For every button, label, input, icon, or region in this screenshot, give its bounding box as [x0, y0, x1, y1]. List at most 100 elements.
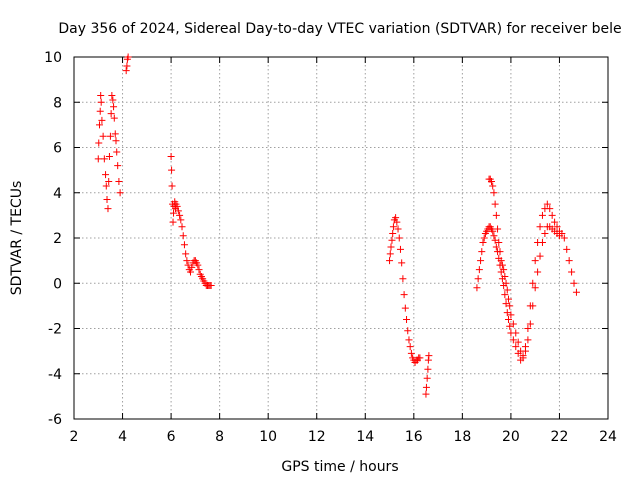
data-point [168, 166, 176, 174]
data-point [422, 383, 430, 391]
data-point [177, 216, 185, 224]
data-point [396, 245, 404, 253]
data-point [393, 218, 401, 226]
data-point [568, 268, 576, 276]
data-point [536, 223, 544, 231]
data-point [570, 279, 578, 287]
y-tick-label: -6 [48, 412, 62, 428]
data-point [494, 225, 502, 233]
data-point [473, 284, 481, 292]
data-point [521, 347, 529, 355]
data-point [509, 336, 517, 344]
data-point [174, 207, 182, 215]
data-point [386, 257, 394, 265]
data-point [480, 234, 488, 242]
data-point [167, 153, 175, 161]
data-point [563, 245, 571, 253]
data-point [503, 286, 511, 294]
data-point [500, 266, 508, 274]
data-point [108, 91, 116, 99]
data-point [490, 189, 498, 197]
data-point [424, 365, 432, 373]
data-point [487, 177, 495, 185]
data-point [524, 336, 532, 344]
data-point [103, 196, 111, 204]
data-point [106, 132, 114, 140]
data-point [97, 91, 105, 99]
data-point [168, 182, 176, 190]
axis-ticks [73, 56, 609, 420]
y-tick-label: -4 [48, 367, 62, 383]
data-point [551, 218, 559, 226]
y-tick-label: 2 [53, 231, 62, 247]
data-point [394, 225, 402, 233]
data-point [423, 374, 431, 382]
data-point [507, 311, 515, 319]
data-point [502, 300, 510, 308]
data-point [112, 137, 120, 145]
data-point [105, 153, 113, 161]
data-point [489, 182, 497, 190]
data-point [543, 200, 551, 208]
y-tick-label: 6 [53, 141, 62, 157]
data-point [531, 257, 539, 265]
series-segment-2 [167, 153, 215, 290]
x-tick-labels: 2 4 6 8 10 12 14 16 18 20 22 24 [70, 429, 617, 445]
data-point [479, 239, 487, 247]
data-point [534, 268, 542, 276]
data-point [541, 229, 549, 237]
data-point [110, 103, 118, 111]
data-point [509, 320, 517, 328]
data-point [387, 243, 395, 251]
y-tick-label: 4 [53, 186, 62, 202]
data-point [506, 322, 514, 330]
data-point [399, 275, 407, 283]
data-point [389, 223, 397, 231]
data-point [538, 211, 546, 219]
data-point [109, 96, 117, 104]
data-point [116, 189, 124, 197]
grid-lines [74, 57, 608, 419]
data-point [491, 200, 499, 208]
series-segment-4 [473, 200, 580, 364]
data-point [504, 315, 512, 323]
data-point [389, 229, 397, 237]
data-point [102, 171, 110, 179]
data-point [565, 257, 573, 265]
data-point [491, 236, 499, 244]
data-point [404, 327, 412, 335]
data-point [560, 234, 568, 242]
x-tick-label: 20 [502, 429, 520, 445]
data-point [98, 116, 106, 124]
y-axis-label: SDTVAR / TECUs [9, 181, 25, 296]
data-point [97, 98, 105, 106]
data-point [538, 239, 546, 247]
data-point [477, 257, 485, 265]
series-segment-5 [485, 175, 563, 362]
data-point [536, 252, 544, 260]
x-tick-label: 2 [70, 429, 79, 445]
data-point [102, 182, 110, 190]
data-point [388, 236, 396, 244]
data-point [406, 343, 414, 351]
data-point [422, 390, 430, 398]
data-point [503, 309, 511, 317]
y-tick-labels: -6 -4 -2 0 2 4 6 8 10 [44, 50, 62, 428]
x-tick-label: 24 [599, 429, 617, 445]
x-tick-label: 22 [551, 429, 569, 445]
x-tick-label: 16 [405, 429, 423, 445]
data-point [195, 266, 203, 274]
data-point [548, 211, 556, 219]
data-point [496, 248, 504, 256]
data-point [105, 177, 113, 185]
data-point [115, 177, 123, 185]
data-point [546, 205, 554, 213]
data-point [183, 257, 191, 265]
data-point [169, 218, 177, 226]
y-tick-label: 10 [44, 50, 62, 66]
y-tick-label: -2 [48, 322, 62, 338]
data-point [405, 336, 413, 344]
data-point [401, 304, 409, 312]
x-tick-label: 12 [308, 429, 326, 445]
y-tick-label: 0 [53, 276, 62, 292]
